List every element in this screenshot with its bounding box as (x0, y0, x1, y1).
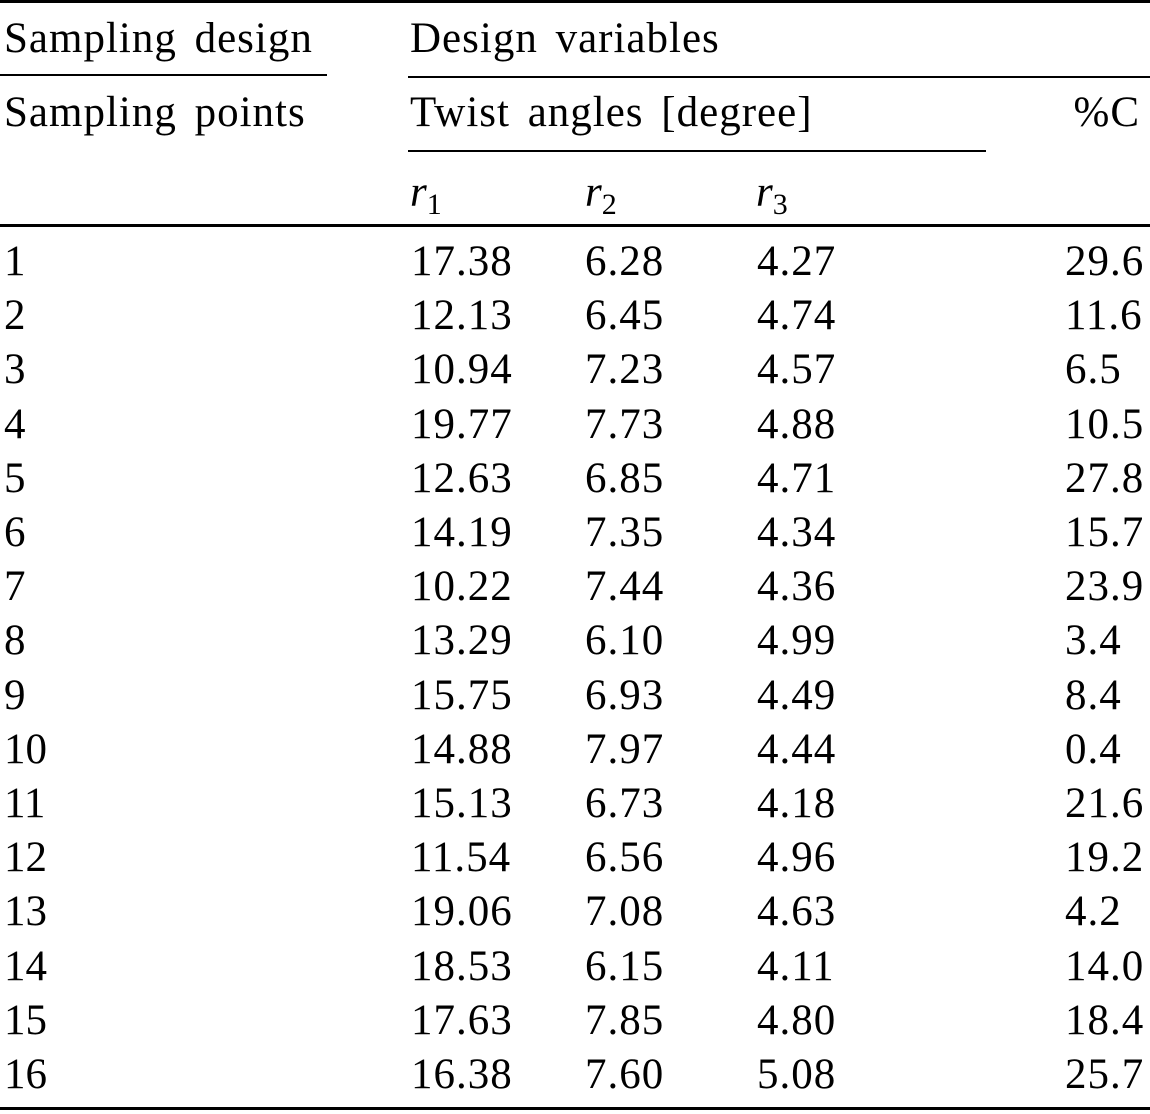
cell-percent-c: 21.6 (1065, 780, 1145, 827)
cell-percent-c: 27.8 (1065, 455, 1145, 502)
cell-r2: 6.85 (585, 455, 665, 502)
cell-r3: 4.96 (757, 834, 837, 881)
cell-r2: 7.97 (585, 726, 665, 773)
cell-sampling-point: 15 (4, 997, 47, 1044)
cell-r3: 4.27 (757, 238, 837, 285)
cell-r1: 12.13 (411, 292, 513, 339)
cell-r3: 4.80 (757, 997, 837, 1044)
cell-percent-c: 3.4 (1065, 617, 1122, 664)
twist-angles-underline (408, 150, 986, 152)
cell-r3: 4.18 (757, 780, 837, 827)
header-design-variables: Design variables (410, 15, 720, 62)
cell-r3: 4.99 (757, 617, 837, 664)
header-bottom-rule (0, 224, 1150, 227)
cell-percent-c: 11.6 (1065, 292, 1143, 339)
cell-r1: 12.63 (411, 455, 513, 502)
cell-r3: 4.49 (757, 672, 837, 719)
cell-sampling-point: 7 (4, 563, 26, 610)
cell-r1: 15.13 (411, 780, 513, 827)
cell-r2: 6.28 (585, 238, 665, 285)
header-twist-angles: Twist angles [degree] (410, 89, 813, 136)
cell-sampling-point: 4 (4, 401, 26, 448)
cell-r3: 4.63 (757, 888, 837, 935)
cell-sampling-point: 9 (4, 672, 26, 719)
cell-sampling-point: 2 (4, 292, 26, 339)
cell-percent-c: 6.5 (1065, 346, 1122, 393)
cell-r3: 4.57 (757, 346, 837, 393)
header-r1: r1 (410, 169, 442, 221)
cell-percent-c: 23.9 (1065, 563, 1145, 610)
cell-r3: 5.08 (757, 1051, 837, 1098)
cell-percent-c: 14.0 (1065, 943, 1145, 990)
cell-percent-c: 10.5 (1065, 401, 1145, 448)
cell-r2: 6.10 (585, 617, 665, 664)
cell-r1: 14.88 (411, 726, 513, 773)
cell-r3: 4.36 (757, 563, 837, 610)
cell-r3: 4.44 (757, 726, 837, 773)
header-r3: r3 (756, 169, 788, 221)
cell-sampling-point: 10 (4, 726, 47, 773)
header-sampling-design: Sampling design (4, 15, 313, 62)
cell-percent-c: 8.4 (1065, 672, 1122, 719)
cell-sampling-point: 6 (4, 509, 26, 556)
design-variables-underline (408, 76, 1150, 78)
sampling-design-underline (0, 74, 327, 76)
cell-sampling-point: 12 (4, 834, 47, 881)
cell-r2: 7.44 (585, 563, 665, 610)
cell-sampling-point: 14 (4, 943, 47, 990)
cell-r2: 6.56 (585, 834, 665, 881)
cell-r2: 7.23 (585, 346, 665, 393)
cell-r2: 6.73 (585, 780, 665, 827)
cell-r1: 13.29 (411, 617, 513, 664)
header-sampling-points: Sampling points (4, 89, 306, 136)
cell-r2: 6.15 (585, 943, 665, 990)
cell-r2: 6.93 (585, 672, 665, 719)
cell-r2: 7.73 (585, 401, 665, 448)
cell-sampling-point: 8 (4, 617, 26, 664)
cell-percent-c: 19.2 (1065, 834, 1145, 881)
cell-r1: 17.38 (411, 238, 513, 285)
cell-r2: 7.85 (585, 997, 665, 1044)
cell-sampling-point: 1 (4, 238, 26, 285)
cell-r1: 19.77 (411, 401, 513, 448)
cell-r1: 17.63 (411, 997, 513, 1044)
cell-r1: 10.94 (411, 346, 513, 393)
cell-sampling-point: 16 (4, 1051, 47, 1098)
top-rule (0, 0, 1150, 3)
cell-sampling-point: 11 (4, 780, 46, 827)
cell-r1: 10.22 (411, 563, 513, 610)
cell-sampling-point: 3 (4, 346, 26, 393)
cell-r1: 14.19 (411, 509, 513, 556)
cell-r3: 4.71 (757, 455, 837, 502)
cell-percent-c: 25.7 (1065, 1051, 1145, 1098)
cell-percent-c: 0.4 (1065, 726, 1122, 773)
cell-r2: 7.08 (585, 888, 665, 935)
header-r2: r2 (585, 169, 617, 221)
cell-r2: 7.35 (585, 509, 665, 556)
cell-r1: 15.75 (411, 672, 513, 719)
cell-r2: 6.45 (585, 292, 665, 339)
cell-r3: 4.88 (757, 401, 837, 448)
cell-percent-c: 15.7 (1065, 509, 1145, 556)
header-percent-c: %C (1073, 89, 1140, 136)
cell-sampling-point: 13 (4, 888, 47, 935)
cell-percent-c: 4.2 (1065, 888, 1122, 935)
cell-r1: 16.38 (411, 1051, 513, 1098)
cell-percent-c: 18.4 (1065, 997, 1145, 1044)
cell-r1: 19.06 (411, 888, 513, 935)
cell-sampling-point: 5 (4, 455, 26, 502)
cell-r1: 11.54 (411, 834, 512, 881)
cell-r3: 4.11 (757, 943, 835, 990)
cell-r3: 4.74 (757, 292, 837, 339)
cell-r1: 18.53 (411, 943, 513, 990)
cell-percent-c: 29.6 (1065, 238, 1145, 285)
cell-r2: 7.60 (585, 1051, 665, 1098)
bottom-rule (0, 1107, 1150, 1110)
cell-r3: 4.34 (757, 509, 837, 556)
